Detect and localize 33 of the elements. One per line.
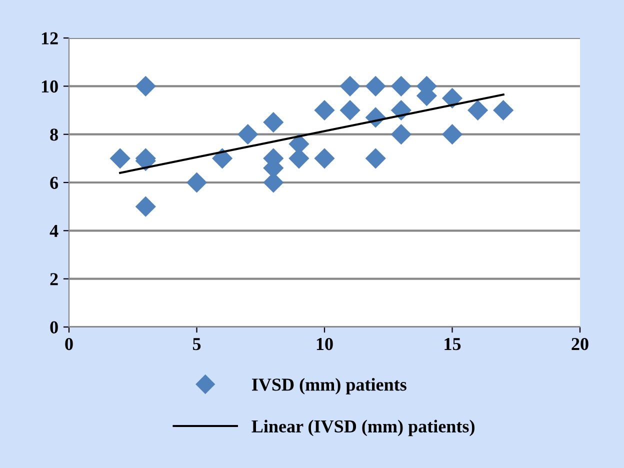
point [442,124,463,145]
point [135,196,156,217]
y-tick-label: 0 [50,321,58,334]
y-tick-label: 2 [50,273,58,286]
point [390,124,412,145]
point [365,148,386,169]
point [263,112,284,133]
point [212,148,233,169]
point [493,100,514,121]
point [365,76,386,96]
point [468,100,488,121]
x-tick-label: 5 [192,338,201,350]
point [186,172,208,193]
legend-label: IVSD (mm) patients [252,378,406,394]
y-tick-label: 4 [50,225,58,237]
point [110,148,130,169]
point [314,100,335,121]
point [238,124,258,145]
point [340,76,360,96]
y-tick-label: 8 [50,128,58,141]
x-tick-label: 20 [572,338,588,350]
point [135,76,156,96]
y-tick-label: 10 [42,80,58,93]
x-tick-label: 15 [444,338,461,350]
y-tick-label: 6 [50,176,58,189]
point [340,100,360,121]
y-tick-label: 12 [42,32,58,44]
point [442,88,463,109]
x-tick-label: 0 [65,338,73,350]
point [390,76,412,96]
x-tick-label: 10 [316,338,333,350]
legend-label: Linear (IVSD (mm) patients) [252,420,474,436]
point [314,148,335,169]
